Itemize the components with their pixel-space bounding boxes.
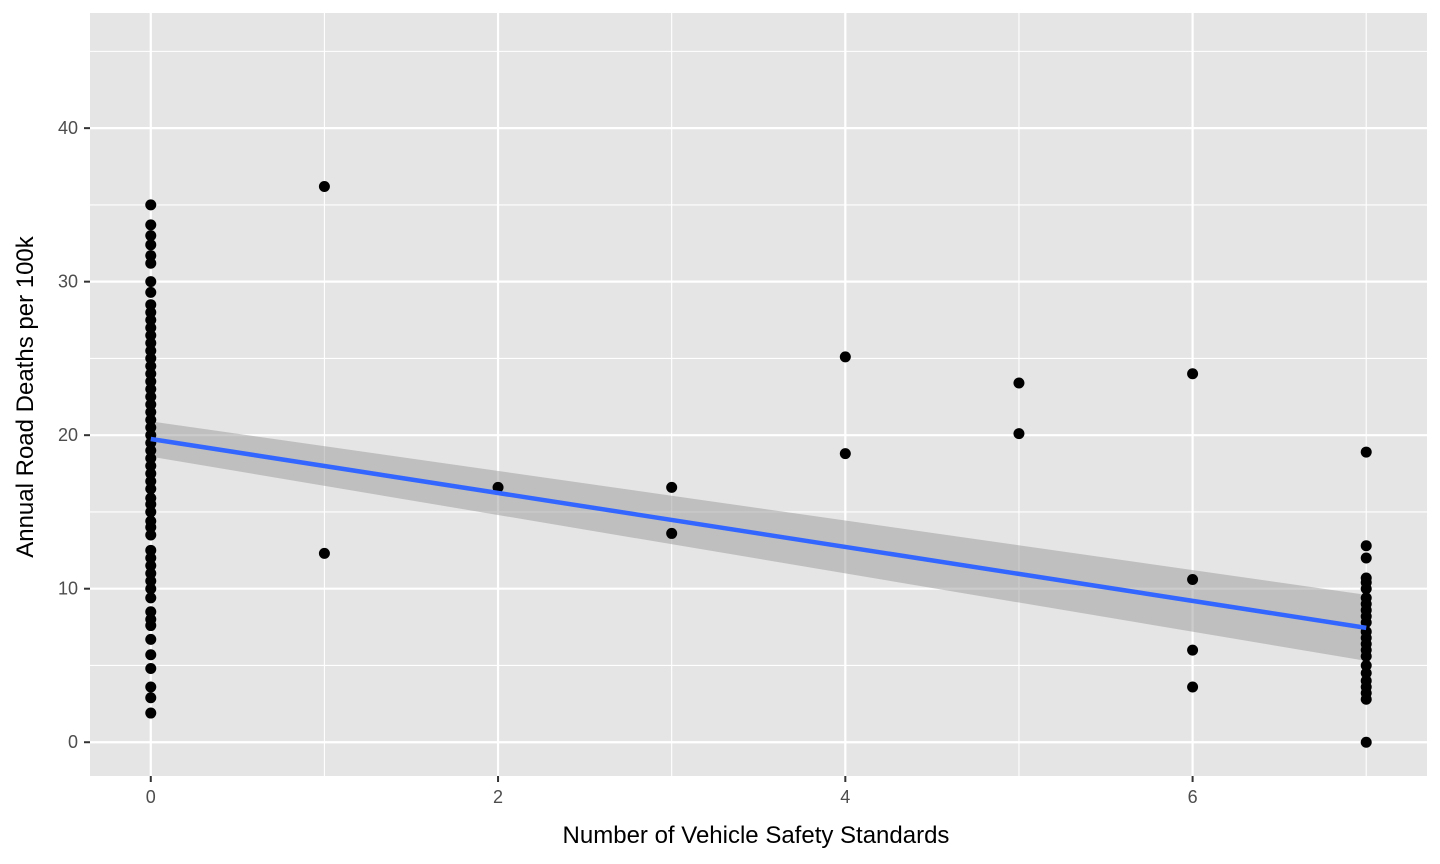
data-point — [145, 398, 157, 410]
data-point — [145, 329, 157, 341]
data-point — [145, 299, 157, 311]
data-point — [1360, 540, 1372, 552]
x-tick-label: 2 — [493, 787, 503, 807]
data-point — [1013, 428, 1025, 440]
data-point — [145, 515, 157, 527]
y-tick-label: 10 — [58, 579, 78, 599]
data-point — [145, 633, 157, 645]
data-point — [145, 560, 157, 572]
data-point — [145, 445, 157, 457]
data-point — [145, 360, 157, 372]
data-point — [145, 583, 157, 595]
confidence-band-layer — [150, 421, 1367, 661]
data-point — [666, 527, 678, 539]
data-point — [145, 575, 157, 587]
data-point — [318, 547, 330, 559]
data-point — [145, 306, 157, 318]
data-point — [145, 257, 157, 269]
data-point — [1187, 573, 1199, 585]
confidence-band — [150, 421, 1367, 661]
y-tick-label: 40 — [58, 118, 78, 138]
data-point — [145, 483, 157, 495]
data-point — [145, 468, 157, 480]
data-point — [145, 649, 157, 661]
data-point — [145, 422, 157, 434]
data-point — [839, 351, 851, 363]
data-point — [145, 492, 157, 504]
data-point — [145, 375, 157, 387]
data-point — [145, 406, 157, 418]
data-point — [1187, 644, 1199, 656]
data-point — [1360, 572, 1372, 584]
data-point — [1187, 681, 1199, 693]
data-point — [145, 414, 157, 426]
data-point — [145, 475, 157, 487]
y-tick-label: 20 — [58, 425, 78, 445]
data-point — [145, 663, 157, 675]
data-point — [666, 481, 678, 493]
data-points-layer — [145, 180, 1372, 748]
data-point — [145, 250, 157, 262]
data-point — [145, 368, 157, 380]
data-point — [145, 592, 157, 604]
data-point — [145, 606, 157, 618]
data-point — [145, 230, 157, 242]
data-point — [145, 506, 157, 518]
data-point — [145, 460, 157, 472]
data-point — [145, 452, 157, 464]
data-point — [145, 692, 157, 704]
y-tick-label: 0 — [68, 732, 78, 752]
data-point — [145, 345, 157, 357]
data-point — [145, 337, 157, 349]
x-tick-labels: 0 2 4 6 — [146, 787, 1198, 807]
regression-line-layer — [150, 436, 1367, 631]
y-axis-title: Annual Road Deaths per 100k — [12, 235, 39, 558]
data-point — [145, 552, 157, 564]
data-point — [1360, 667, 1372, 679]
data-point — [1360, 592, 1372, 604]
data-point — [145, 286, 157, 298]
data-point — [318, 180, 330, 192]
data-point — [492, 481, 504, 493]
x-tick-label: 6 — [1188, 787, 1198, 807]
x-tick-label: 0 — [146, 787, 156, 807]
plot-panel — [90, 13, 1427, 776]
data-point — [145, 681, 157, 693]
data-point — [1360, 675, 1372, 687]
x-tick-label: 4 — [840, 787, 850, 807]
data-point — [145, 219, 157, 231]
data-point — [1360, 446, 1372, 458]
data-point — [145, 529, 157, 541]
axis-ticks-layer — [84, 127, 1194, 782]
data-point — [145, 314, 157, 326]
data-point — [145, 276, 157, 288]
data-point — [145, 199, 157, 211]
regression-line — [150, 436, 1367, 631]
x-axis-title: Number of Vehicle Safety Standards — [563, 822, 950, 849]
data-point — [145, 322, 157, 334]
data-point — [1360, 736, 1372, 748]
y-tick-label: 30 — [58, 272, 78, 292]
data-point — [145, 352, 157, 364]
data-point — [145, 391, 157, 403]
data-point — [145, 707, 157, 719]
data-point — [1013, 377, 1025, 389]
data-point — [145, 544, 157, 556]
data-point — [839, 448, 851, 460]
data-point — [145, 383, 157, 395]
data-point — [1360, 659, 1372, 671]
y-tick-labels: 0 10 20 30 40 — [58, 118, 78, 752]
data-point — [1360, 552, 1372, 564]
data-point — [145, 567, 157, 579]
data-point — [1187, 368, 1199, 380]
data-point — [145, 613, 157, 625]
data-point — [145, 239, 157, 251]
